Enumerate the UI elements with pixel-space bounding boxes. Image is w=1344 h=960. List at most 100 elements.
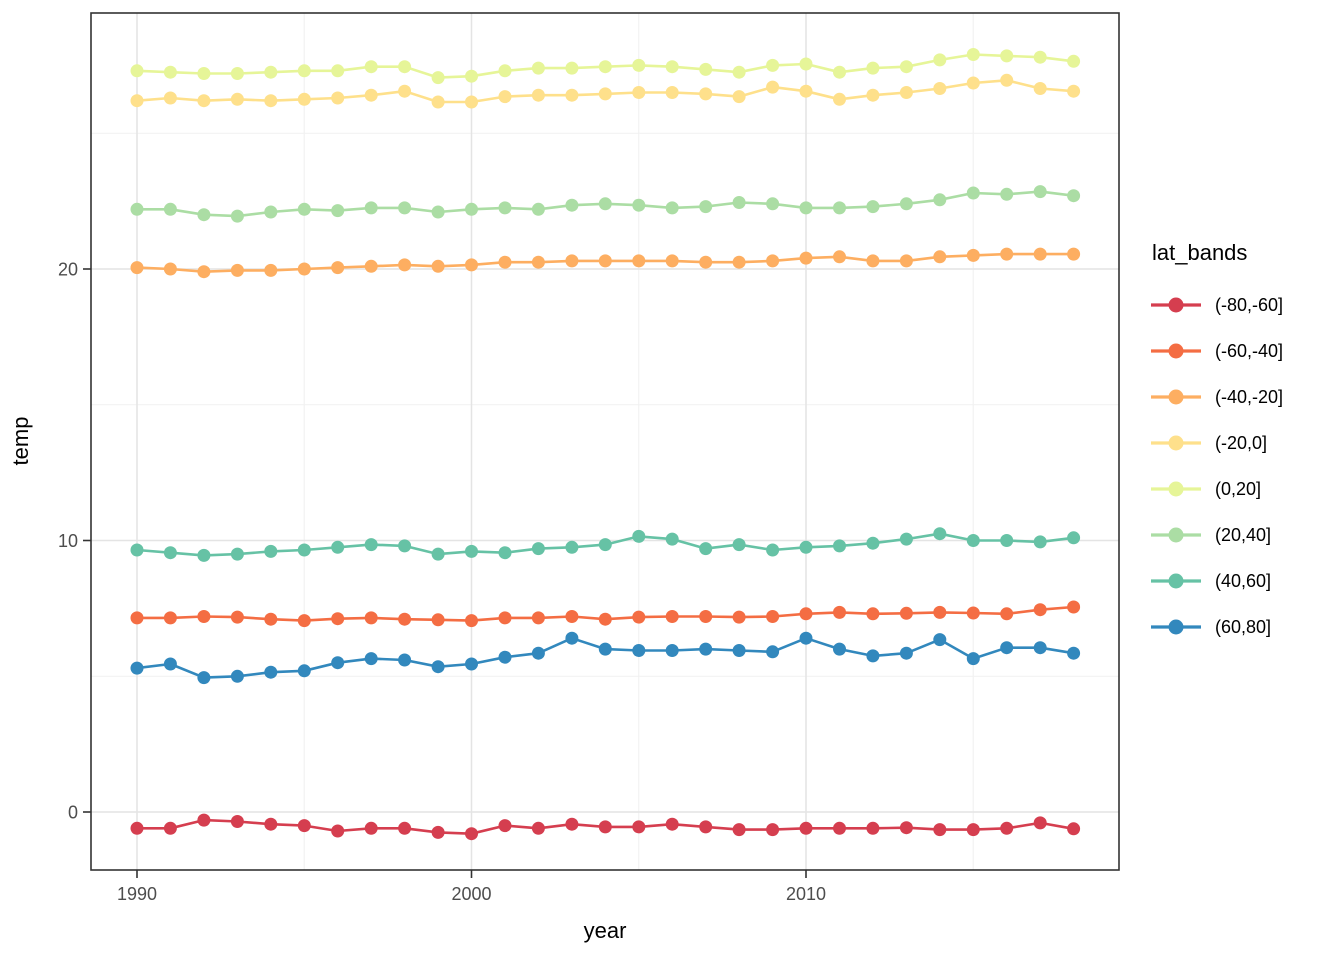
data-point	[531, 255, 545, 269]
data-point	[1067, 84, 1081, 98]
y-tick-label: 0	[68, 803, 78, 823]
data-point	[1000, 247, 1014, 261]
data-point	[899, 532, 913, 546]
data-point	[598, 87, 612, 101]
legend-item: (60,80]	[1150, 604, 1283, 650]
x-tick-label: 2010	[786, 884, 826, 904]
data-point	[1067, 600, 1081, 614]
data-point	[130, 94, 144, 108]
data-point	[799, 631, 813, 645]
data-point	[197, 548, 211, 562]
data-point	[833, 642, 846, 656]
data-point	[732, 196, 746, 209]
data-point	[264, 612, 278, 626]
data-point	[866, 88, 880, 102]
data-point	[699, 820, 713, 834]
series-(-20,0]	[130, 73, 1081, 109]
legend-key-icon	[1151, 435, 1201, 451]
data-point	[966, 534, 980, 547]
data-point	[264, 263, 278, 277]
data-point	[230, 815, 244, 828]
data-point	[297, 202, 311, 216]
legend-items: (-80,-60] (-60,-40] (-40,-20] (-20,0] (0,20]…	[1150, 282, 1283, 650]
data-point	[163, 65, 177, 79]
legend-key-point	[1168, 297, 1184, 313]
x-tick-label: 2000	[451, 884, 491, 904]
series-(0,20]	[130, 48, 1081, 85]
data-point	[431, 613, 445, 627]
data-point	[431, 71, 445, 85]
legend-key-icon	[1151, 343, 1201, 359]
data-point	[766, 645, 780, 659]
axis-ticks	[83, 268, 807, 878]
data-point	[264, 205, 278, 219]
data-point	[197, 208, 211, 222]
legend-item: (0,20]	[1150, 466, 1283, 512]
data-point	[465, 69, 478, 83]
data-point	[398, 60, 412, 74]
data-point	[1033, 50, 1047, 64]
data-point	[732, 65, 746, 79]
legend-item-label: (-80,-60]	[1215, 294, 1284, 315]
legend-item-label: (-20,0]	[1215, 432, 1268, 453]
data-point	[632, 86, 646, 99]
data-point	[565, 254, 579, 268]
data-point	[799, 607, 813, 621]
data-point	[632, 644, 646, 657]
data-point	[1000, 607, 1014, 621]
legend-item-label: (-40,-20]	[1215, 386, 1284, 407]
data-point	[632, 198, 646, 212]
legend-key-point	[1168, 343, 1184, 359]
data-point	[297, 614, 311, 628]
data-point	[465, 614, 478, 628]
legend-key-point	[1168, 389, 1184, 405]
data-point	[498, 64, 512, 78]
data-point	[665, 532, 679, 546]
data-point	[297, 543, 311, 557]
data-point	[398, 612, 412, 626]
legend-item: (-40,-20]	[1150, 374, 1283, 420]
data-point	[732, 90, 746, 104]
data-point	[866, 821, 880, 835]
data-point	[598, 612, 612, 626]
data-point	[297, 664, 311, 678]
data-point	[264, 65, 278, 79]
data-point	[933, 527, 947, 541]
data-point	[398, 201, 412, 215]
data-point	[331, 261, 345, 275]
data-point	[866, 649, 880, 663]
data-point	[398, 653, 412, 667]
data-point	[632, 58, 646, 72]
data-point	[598, 642, 612, 656]
data-point	[1000, 187, 1014, 201]
data-point	[699, 642, 713, 656]
data-point	[833, 250, 846, 264]
data-point	[665, 644, 679, 657]
series-(-80,-60]	[130, 813, 1081, 841]
legend-item-label: (40,60]	[1215, 570, 1272, 591]
legend-item-label: (20,40]	[1215, 524, 1272, 545]
data-point	[833, 201, 846, 215]
data-point	[699, 542, 713, 556]
data-point	[197, 671, 211, 685]
data-point	[431, 660, 445, 674]
data-point	[732, 255, 746, 269]
data-point	[431, 95, 445, 109]
series-(40,60]	[130, 527, 1081, 562]
data-point	[799, 821, 813, 835]
data-point	[565, 540, 579, 554]
data-point	[598, 254, 612, 268]
data-point	[766, 58, 780, 72]
data-point	[565, 610, 579, 623]
data-point	[264, 817, 278, 831]
data-point	[1067, 189, 1081, 203]
data-point	[866, 607, 880, 621]
data-point	[598, 60, 612, 74]
axis-tick-labels: 1990 2000 2010 0 10 20	[58, 260, 826, 905]
data-point	[1067, 247, 1081, 261]
data-point	[1033, 535, 1047, 549]
data-point	[364, 538, 378, 552]
data-point	[364, 652, 378, 666]
data-point	[1000, 534, 1014, 547]
